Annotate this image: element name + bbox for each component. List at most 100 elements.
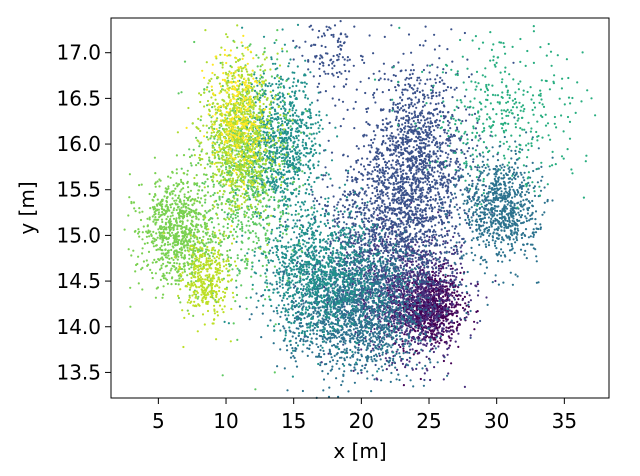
scatter-point [462,254,465,257]
scatter-point [423,97,426,100]
scatter-point [447,124,450,127]
scatter-point [513,222,516,226]
scatter-point [444,289,447,292]
scatter-point [395,154,398,157]
scatter-point [372,93,375,96]
scatter-point [372,216,375,219]
scatter-point [369,340,372,343]
scatter-point [381,211,384,214]
scatter-point [348,204,351,207]
scatter-point [454,225,457,228]
scatter-point [429,304,432,307]
scatter-point [418,100,421,103]
scatter-point [391,192,394,195]
scatter-point [414,291,417,294]
scatter-point [357,303,360,306]
scatter-point [496,209,499,213]
scatter-point [400,289,403,293]
scatter-point [451,135,454,138]
scatter-point [422,181,425,184]
scatter-point [452,296,455,299]
scatter-point [404,331,407,334]
scatter-point [434,108,437,111]
scatter-point [471,147,474,150]
scatter-point [435,233,438,236]
scatter-point [438,195,441,199]
scatter-point [380,218,383,221]
scatter-point [453,298,456,301]
scatter-point [401,153,404,156]
scatter-point [393,322,396,325]
scatter-point [417,263,420,266]
scatter-point [436,340,439,343]
scatter-point [399,345,402,349]
scatter-point [394,136,397,139]
scatter-point [298,219,301,222]
scatter-point [432,267,435,270]
scatter-point [514,149,517,152]
scatter-point [444,142,447,145]
scatter-point [448,121,451,124]
scatter-point [329,242,332,245]
scatter-point [432,251,435,254]
scatter-point [476,182,479,185]
scatter-point [380,204,383,208]
scatter-point [502,219,505,223]
scatter-point [513,211,516,214]
scatter-point [419,79,422,82]
scatter-point [423,261,426,264]
scatter-point [360,264,363,267]
scatter-point [497,283,500,286]
scatter-point [423,122,427,125]
scatter-point [529,235,532,238]
scatter-point [443,210,446,213]
scatter-point [483,230,486,233]
scatter-point [463,199,466,202]
scatter-point [445,215,448,218]
scatter-point [438,267,441,270]
scatter-point [414,96,417,99]
scatter-point [376,175,380,178]
scatter-point [308,237,311,240]
scatter-point [411,72,414,75]
scatter-point [477,223,480,226]
scatter-point [386,172,389,175]
scatter-point [490,182,493,185]
scatter-point [410,188,413,191]
scatter-point [473,328,476,331]
scatter-point [388,291,391,294]
scatter-point [450,149,453,152]
scatter-point [435,107,438,110]
scatter-point [381,172,385,175]
scatter-point [430,343,433,346]
scatter-point [434,152,437,155]
scatter-point [502,169,505,172]
scatter-point [503,135,506,139]
scatter-point [444,246,447,249]
scatter-point [522,208,525,211]
scatter-point [434,277,437,281]
scatter-point [440,286,443,289]
scatter-point [442,319,445,322]
scatter-point [380,317,383,320]
scatter-point [398,108,401,111]
scatter-point [395,290,398,293]
scatter-point [393,296,396,299]
scatter-point [489,232,492,235]
scatter-point [418,267,422,270]
scatter-point [429,120,432,123]
scatter-point [472,160,475,163]
scatter-point [433,171,436,174]
scatter-point [442,240,445,243]
scatter-point [418,245,421,248]
scatter-point [392,140,395,143]
scatter-point [425,325,428,328]
scatter-point [439,270,442,273]
scatter-point [450,193,453,196]
scatter-point [418,44,422,47]
scatter-point [392,320,395,323]
scatter-point [494,205,498,208]
scatter-point [388,144,391,147]
scatter-point [458,177,461,180]
